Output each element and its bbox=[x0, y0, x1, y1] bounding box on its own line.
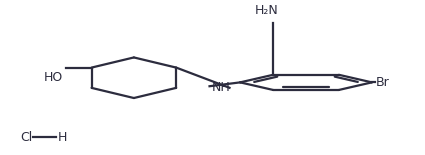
Text: NH: NH bbox=[212, 81, 230, 94]
Text: HO: HO bbox=[44, 71, 63, 84]
Text: H: H bbox=[57, 131, 67, 144]
Text: H₂N: H₂N bbox=[255, 4, 278, 17]
Text: Br: Br bbox=[376, 76, 390, 89]
Text: Cl: Cl bbox=[20, 131, 33, 144]
